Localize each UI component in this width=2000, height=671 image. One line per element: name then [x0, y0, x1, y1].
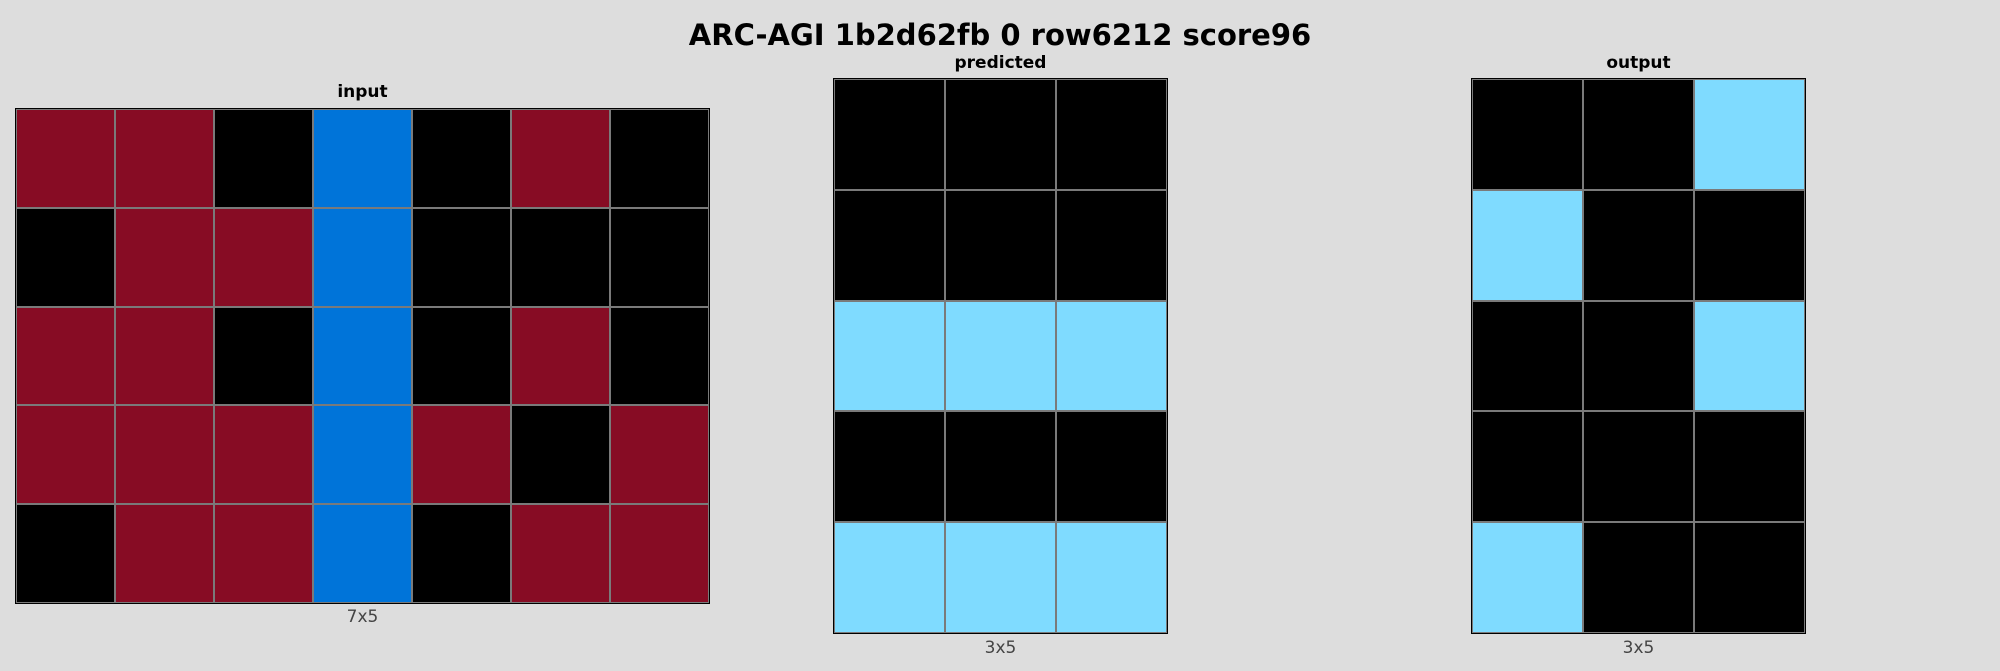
input-cell-r3-c4 [412, 405, 511, 505]
output-cell-r0-c0 [1472, 79, 1583, 190]
predicted-cell-r1-c2 [1056, 189, 1167, 301]
predicted-cell-r3-c0 [834, 411, 945, 523]
output-cell-r4-c2 [1694, 522, 1805, 633]
output-cell-r3-c2 [1694, 411, 1805, 523]
input-cell-r4-c5 [511, 504, 610, 603]
input-cell-r3-c3 [313, 405, 412, 505]
predicted-grid-size: 3x5 [984, 638, 1017, 658]
input-panel-title: input [337, 82, 388, 102]
input-cell-r0-c0 [16, 109, 115, 208]
predicted-cell-r2-c0 [834, 300, 945, 412]
predicted-panel-title: predicted [954, 53, 1047, 73]
output-cell-r0-c2 [1694, 79, 1805, 190]
predicted-cell-r1-c0 [834, 189, 945, 301]
input-cell-r2-c4 [412, 306, 511, 406]
input-cell-r1-c0 [16, 207, 115, 307]
input-cell-r2-c0 [16, 306, 115, 406]
input-cell-r1-c4 [412, 207, 511, 307]
input-cell-r0-c4 [412, 109, 511, 208]
input-grid-size: 7x5 [346, 607, 379, 627]
input-cell-r4-c1 [115, 504, 214, 603]
input-cell-r3-c1 [115, 405, 214, 505]
predicted-cell-r2-c2 [1056, 300, 1167, 412]
input-cell-r2-c3 [313, 306, 412, 406]
input-cell-r4-c2 [214, 504, 313, 603]
predicted-cell-r4-c0 [834, 522, 945, 633]
output-cell-r4-c1 [1583, 522, 1694, 633]
output-cell-r1-c2 [1694, 189, 1805, 301]
input-cell-r4-c6 [610, 504, 709, 603]
output-grid-size: 3x5 [1622, 638, 1655, 658]
input-cell-r1-c6 [610, 207, 709, 307]
output-cell-r2-c2 [1694, 300, 1805, 412]
predicted-cell-r0-c2 [1056, 79, 1167, 190]
output-cell-r1-c0 [1472, 189, 1583, 301]
predicted-cell-r1-c1 [945, 189, 1056, 301]
output-cell-r2-c0 [1472, 300, 1583, 412]
input-cell-r1-c5 [511, 207, 610, 307]
predicted-cell-r0-c1 [945, 79, 1056, 190]
input-cell-r4-c4 [412, 504, 511, 603]
input-cell-r3-c6 [610, 405, 709, 505]
predicted-cell-r0-c0 [834, 79, 945, 190]
predicted-cell-r3-c2 [1056, 411, 1167, 523]
predicted-grid [833, 78, 1168, 634]
input-cell-r3-c5 [511, 405, 610, 505]
input-cell-r2-c6 [610, 306, 709, 406]
input-cell-r0-c2 [214, 109, 313, 208]
input-cell-r1-c3 [313, 207, 412, 307]
predicted-cell-r3-c1 [945, 411, 1056, 523]
output-cell-r3-c0 [1472, 411, 1583, 523]
output-panel-title: output [1606, 53, 1671, 73]
predicted-cell-r2-c1 [945, 300, 1056, 412]
output-cell-r4-c0 [1472, 522, 1583, 633]
input-cell-r3-c2 [214, 405, 313, 505]
input-cell-r2-c1 [115, 306, 214, 406]
input-cell-r4-c3 [313, 504, 412, 603]
predicted-cell-r4-c2 [1056, 522, 1167, 633]
output-cell-r3-c1 [1583, 411, 1694, 523]
output-cell-r0-c1 [1583, 79, 1694, 190]
output-grid [1471, 78, 1806, 634]
input-grid [15, 108, 710, 604]
input-cell-r2-c2 [214, 306, 313, 406]
input-cell-r0-c3 [313, 109, 412, 208]
input-cell-r4-c0 [16, 504, 115, 603]
input-cell-r0-c1 [115, 109, 214, 208]
output-cell-r1-c1 [1583, 189, 1694, 301]
input-cell-r0-c6 [610, 109, 709, 208]
input-cell-r1-c2 [214, 207, 313, 307]
input-cell-r0-c5 [511, 109, 610, 208]
input-cell-r2-c5 [511, 306, 610, 406]
figure-title: ARC-AGI 1b2d62fb 0 row6212 score96 [688, 18, 1312, 52]
predicted-cell-r4-c1 [945, 522, 1056, 633]
output-cell-r2-c1 [1583, 300, 1694, 412]
input-cell-r3-c0 [16, 405, 115, 505]
input-cell-r1-c1 [115, 207, 214, 307]
